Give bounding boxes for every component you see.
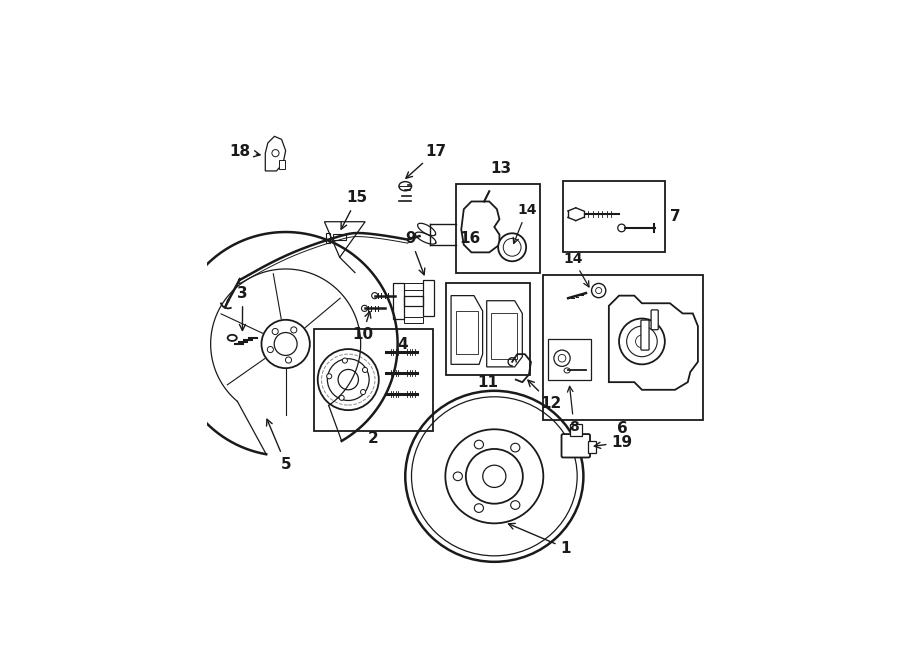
Ellipse shape	[474, 504, 483, 512]
FancyBboxPatch shape	[562, 434, 590, 457]
Ellipse shape	[267, 346, 274, 352]
Text: 4: 4	[398, 337, 408, 352]
Ellipse shape	[454, 472, 463, 481]
Text: 17: 17	[406, 143, 446, 178]
Ellipse shape	[327, 373, 332, 379]
Text: 5: 5	[266, 419, 292, 472]
Text: 6: 6	[617, 421, 628, 436]
Ellipse shape	[510, 501, 520, 510]
Text: 7: 7	[670, 210, 680, 224]
Text: 10: 10	[352, 311, 373, 342]
Ellipse shape	[482, 465, 506, 487]
Ellipse shape	[591, 284, 606, 297]
Ellipse shape	[372, 293, 378, 299]
Ellipse shape	[499, 233, 526, 261]
Text: 14: 14	[563, 252, 589, 287]
Ellipse shape	[510, 444, 520, 452]
Text: 16: 16	[459, 231, 481, 246]
Text: 12: 12	[528, 380, 562, 410]
Ellipse shape	[617, 224, 626, 232]
Ellipse shape	[272, 329, 278, 334]
Ellipse shape	[339, 395, 344, 401]
Text: 13: 13	[491, 161, 511, 176]
FancyBboxPatch shape	[570, 424, 582, 436]
Ellipse shape	[554, 350, 571, 366]
Text: 3: 3	[238, 286, 248, 330]
FancyBboxPatch shape	[589, 441, 596, 453]
Ellipse shape	[291, 327, 297, 333]
Ellipse shape	[363, 368, 367, 373]
Ellipse shape	[342, 358, 347, 363]
Text: 19: 19	[594, 435, 633, 449]
Text: 15: 15	[341, 190, 368, 229]
Ellipse shape	[272, 149, 279, 157]
Text: 8: 8	[568, 386, 579, 434]
FancyBboxPatch shape	[641, 320, 649, 350]
FancyBboxPatch shape	[333, 233, 346, 240]
Ellipse shape	[361, 389, 365, 395]
Text: 1: 1	[508, 524, 571, 556]
Text: 14: 14	[513, 203, 536, 243]
Ellipse shape	[285, 357, 292, 363]
FancyBboxPatch shape	[278, 160, 284, 169]
Text: 2: 2	[368, 431, 379, 446]
FancyBboxPatch shape	[651, 310, 658, 330]
Ellipse shape	[564, 368, 571, 373]
Ellipse shape	[362, 305, 367, 311]
Ellipse shape	[399, 182, 411, 191]
Text: 18: 18	[230, 143, 260, 159]
Text: 9: 9	[405, 231, 425, 275]
Text: 11: 11	[478, 375, 499, 390]
Ellipse shape	[474, 440, 483, 449]
Ellipse shape	[619, 319, 665, 364]
